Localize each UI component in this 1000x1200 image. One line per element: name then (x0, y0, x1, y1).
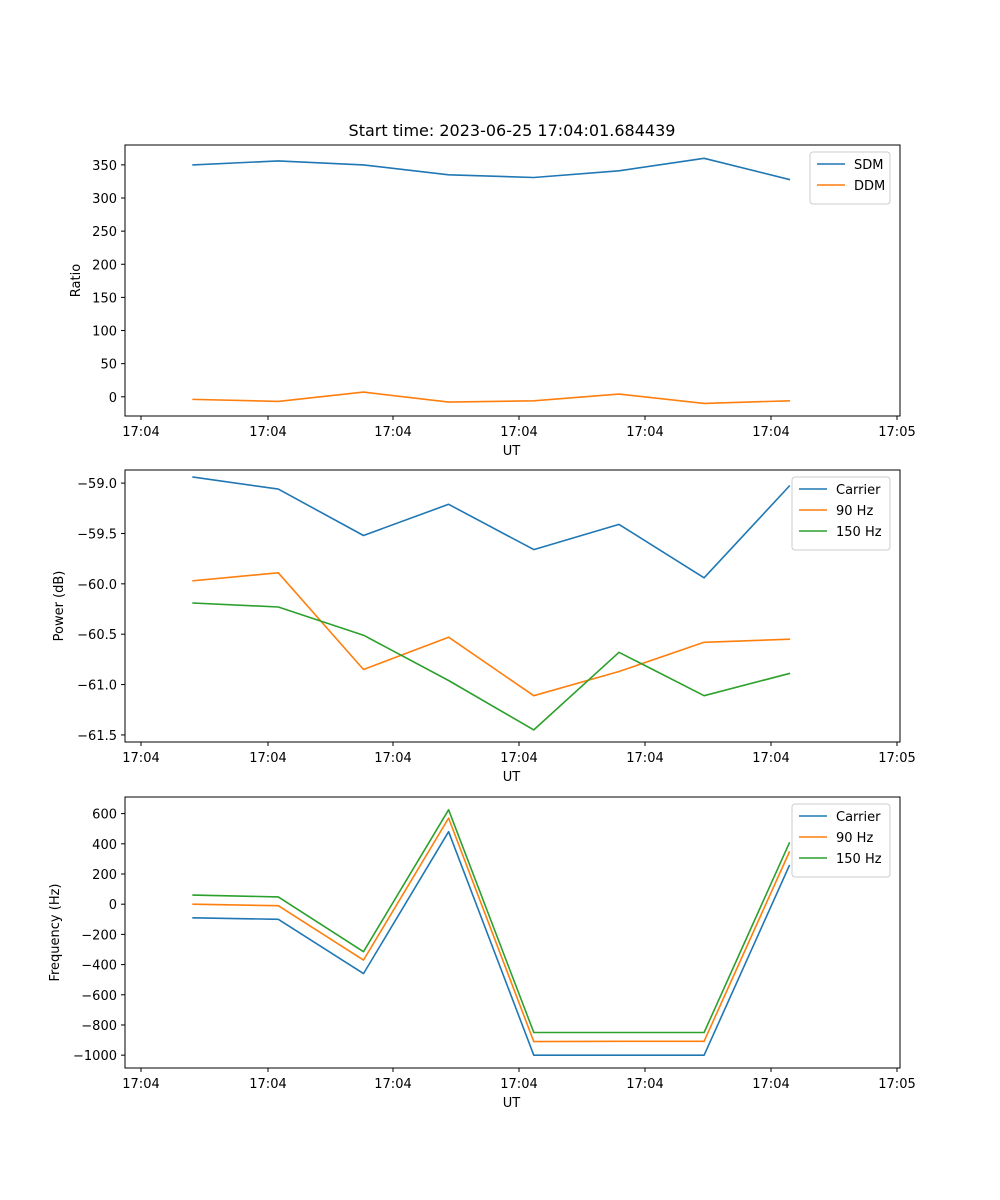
y-tick-label: 200 (92, 868, 117, 883)
plot-frame (124, 144, 901, 417)
chart-panel-1: 0 50 100 150 200 250 300 350 17:04 17:04 17:04 17:0… (69, 144, 916, 459)
y-tick-label: −600 (81, 989, 117, 1004)
legend-label: 90 Hz (836, 504, 873, 519)
series-line-carrier (192, 476, 791, 579)
plot-frame (124, 796, 901, 1069)
legend-label: SDM (854, 158, 883, 173)
x-tick-label: 17:04 (249, 425, 286, 440)
y-tick-label: 50 (100, 358, 117, 373)
legend: Carrier 90 Hz 150 Hz (791, 803, 891, 878)
legend-label: 150 Hz (836, 852, 882, 867)
series-line-sdm (192, 157, 791, 181)
y-tick-label: 0 (109, 898, 117, 913)
y-tick-label: −1000 (73, 1049, 117, 1064)
x-tick-label: 17:04 (374, 1077, 411, 1092)
legend: SDM DDM (809, 151, 891, 205)
legend-label: Carrier (836, 810, 881, 825)
x-tick-label: 17:04 (752, 425, 789, 440)
y-tick-label: −59.0 (77, 477, 117, 492)
series-line-90-hz (192, 817, 791, 1043)
y-axis-label: Ratio (69, 264, 84, 297)
x-tick-label: 17:04 (500, 1077, 537, 1092)
x-tick-label: 17:04 (374, 425, 411, 440)
series-line-150-hz (192, 808, 791, 1034)
y-tick-label: 200 (92, 258, 117, 273)
y-tick-label: −61.0 (77, 679, 117, 694)
series-line-carrier (192, 830, 791, 1056)
legend-box (809, 151, 891, 205)
x-tick-label: 17:04 (249, 751, 286, 766)
x-axis-label: UT (503, 1096, 521, 1111)
chart-panel-3: −1000 −800 −600 −400 −200 0 200 400 600 17:04 17:0… (48, 796, 916, 1111)
y-axis-label: Frequency (Hz) (48, 883, 63, 981)
x-tick-label: 17:04 (122, 751, 159, 766)
y-tick-label: 600 (92, 808, 117, 823)
x-tick-label: 17:04 (500, 751, 537, 766)
y-tick-label: 300 (92, 192, 117, 207)
x-tick-label: 17:04 (122, 1077, 159, 1092)
y-tick-label: −60.0 (77, 578, 117, 593)
x-axis-label: UT (503, 770, 521, 785)
chart-panel-2: −61.5 −61.0 −60.5 −60.0 −59.5 −59.0 17:04 17:04… (52, 469, 916, 785)
x-tick-label: 17:04 (122, 425, 159, 440)
x-tick-label: 17:04 (626, 751, 663, 766)
y-tick-label: 250 (92, 225, 117, 240)
x-tick-label: 17:04 (500, 425, 537, 440)
legend-label: Carrier (836, 483, 881, 498)
y-axis-label: Power (dB) (52, 571, 67, 642)
legend-label: 150 Hz (836, 525, 882, 540)
y-tick-label: 0 (109, 391, 117, 406)
legend-label: 90 Hz (836, 831, 873, 846)
x-tick-label: 17:04 (626, 1077, 663, 1092)
series-line-ddm (192, 391, 791, 405)
x-tick-label: 17:05 (878, 1077, 915, 1092)
x-axis-label: UT (503, 444, 521, 459)
legend: Carrier 90 Hz 150 Hz (791, 476, 891, 551)
y-tick-label: −400 (81, 959, 117, 974)
legend-label: DDM (854, 179, 885, 194)
y-tick-label: −59.5 (77, 527, 117, 542)
y-tick-label: −60.5 (77, 628, 117, 643)
y-tick-label: 400 (92, 838, 117, 853)
y-tick-label: −61.5 (77, 729, 117, 744)
series-line-90-hz (192, 571, 791, 697)
chart-panels: 0 50 100 150 200 250 300 350 17:04 17:04 17:04 17:0… (48, 144, 916, 1111)
series-line-150-hz (192, 602, 791, 731)
x-tick-label: 17:04 (626, 425, 663, 440)
plot-frame (124, 469, 901, 743)
x-tick-label: 17:05 (878, 751, 915, 766)
x-tick-label: 17:04 (752, 1077, 789, 1092)
y-tick-label: 350 (92, 159, 117, 174)
x-tick-label: 17:04 (374, 751, 411, 766)
y-tick-label: 100 (92, 325, 117, 340)
x-tick-label: 17:05 (878, 425, 915, 440)
y-tick-label: −200 (81, 928, 117, 943)
figure-title: Start time: 2023-06-25 17:04:01.684439 (349, 121, 676, 140)
y-tick-label: −800 (81, 1019, 117, 1034)
y-tick-label: 150 (92, 291, 117, 306)
x-tick-label: 17:04 (752, 751, 789, 766)
x-tick-label: 17:04 (249, 1077, 286, 1092)
